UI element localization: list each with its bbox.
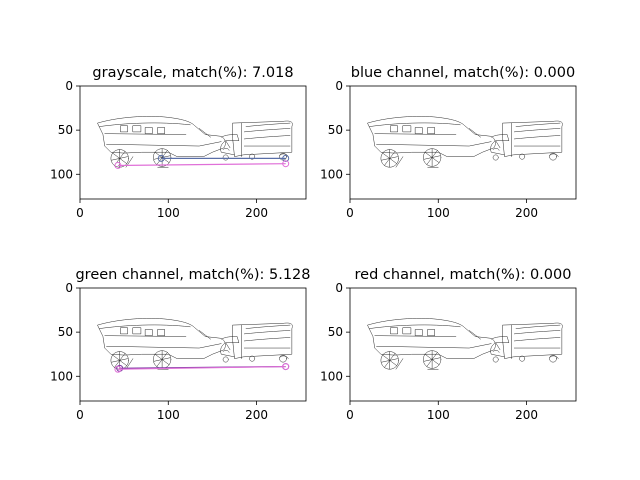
panel-1: grayscale, match(%): 7.018 0 100 200 0 50 100: [50, 65, 307, 220]
y-tick-label: 0: [335, 79, 343, 93]
y-tick-label: 50: [58, 123, 73, 137]
y-tick-label: 100: [50, 167, 73, 181]
panel-title: red channel, match(%): 0.000: [355, 267, 572, 283]
axes-frame: [79, 287, 307, 402]
x-tick-label: 0: [346, 206, 354, 220]
x-tick-label: 200: [245, 206, 268, 220]
match-point: [282, 363, 290, 371]
x-tick-label: 200: [245, 408, 268, 422]
y-tick-label: 100: [320, 369, 343, 383]
y-tick-label: 50: [58, 325, 73, 339]
match-point: [157, 154, 165, 162]
panel-4: red channel, match(%): 0.000 0 100 200 0 50 10…: [320, 267, 577, 422]
panel-title: grayscale, match(%): 7.018: [92, 65, 293, 81]
y-tick-label: 0: [65, 79, 73, 93]
x-tick-label: 0: [346, 408, 354, 422]
y-tick-label: 0: [65, 281, 73, 295]
panel-image: [367, 116, 563, 168]
axes-frame: [79, 85, 307, 200]
axes-frame: [349, 85, 577, 200]
match-point: [282, 154, 290, 162]
panel-2: blue channel, match(%): 0.000 0 100 200 0 50 1…: [320, 65, 577, 220]
panel-title: blue channel, match(%): 0.000: [351, 65, 576, 81]
match-line: [117, 163, 286, 167]
y-tick-label: 50: [328, 325, 343, 339]
panel-image: [97, 318, 293, 370]
x-tick-label: 0: [76, 206, 84, 220]
y-tick-label: 0: [335, 281, 343, 295]
panel-image: [97, 116, 293, 168]
axes-frame: [349, 287, 577, 402]
y-tick-label: 100: [50, 369, 73, 383]
x-tick-label: 200: [515, 408, 538, 422]
x-tick-label: 100: [157, 206, 180, 220]
y-tick-label: 100: [320, 167, 343, 181]
y-tick-label: 50: [328, 123, 343, 137]
x-tick-label: 100: [427, 408, 450, 422]
x-tick-label: 0: [76, 408, 84, 422]
x-tick-label: 100: [157, 408, 180, 422]
match-point: [114, 161, 122, 169]
panel-image: [367, 318, 563, 370]
x-tick-label: 200: [515, 206, 538, 220]
match-point: [282, 160, 290, 168]
match-line: [117, 365, 286, 370]
panel-title: green channel, match(%): 5.128: [75, 267, 310, 283]
x-tick-label: 100: [427, 206, 450, 220]
match-point: [114, 365, 122, 373]
